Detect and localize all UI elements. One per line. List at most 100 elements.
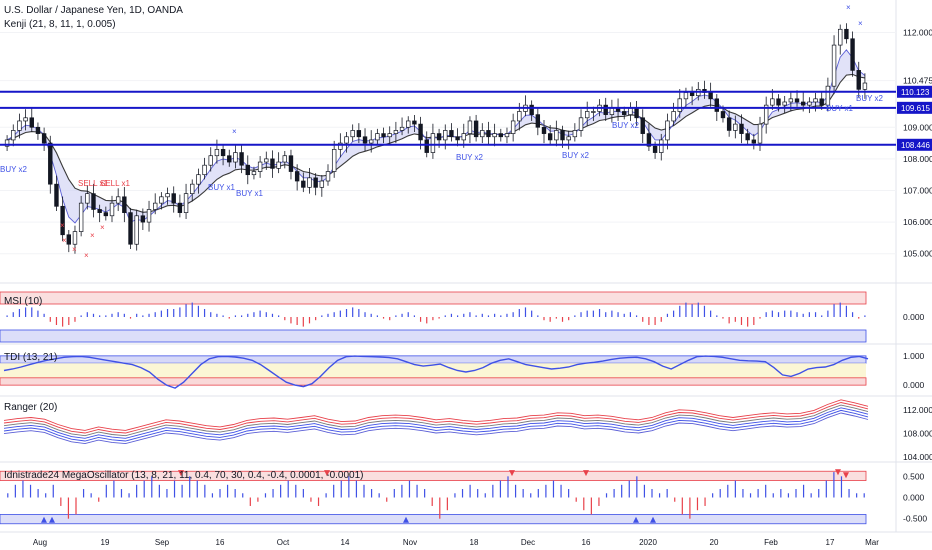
- candle-body: [356, 130, 362, 138]
- candle-body: [634, 107, 639, 119]
- x-tick-label: Aug: [33, 538, 47, 547]
- signal-label: BUY x2: [456, 153, 484, 162]
- candle-body: [48, 142, 53, 185]
- candle-body: [646, 133, 652, 147]
- candle-body: [381, 133, 386, 138]
- candle-body: [338, 142, 343, 150]
- candle-body: [683, 92, 689, 100]
- candle-body: [72, 231, 78, 245]
- candle-body: [726, 117, 732, 131]
- candle-body: [54, 183, 59, 207]
- signal-label: SELL x1: [78, 179, 108, 188]
- sell-triangle: [509, 470, 515, 477]
- candle-body: [547, 133, 553, 141]
- buy-triangle: [49, 516, 55, 523]
- candle-body: [97, 209, 102, 213]
- mega-lower-band: [0, 514, 867, 525]
- ranger-title: Ranger (20): [4, 402, 58, 413]
- x-tick-label: Dec: [521, 538, 535, 547]
- signal-cross: ×: [846, 3, 851, 12]
- y-tick-label: 0.500: [903, 471, 925, 481]
- x-tick-label: 17: [826, 538, 835, 547]
- buy-triangle: [633, 516, 639, 523]
- candle-body: [325, 171, 331, 182]
- candle-body: [776, 98, 781, 106]
- candle-body: [288, 155, 294, 172]
- candle-body: [708, 92, 713, 100]
- x-tick-label: Sep: [155, 538, 170, 547]
- candle-body: [714, 98, 720, 112]
- candle-body: [733, 123, 738, 131]
- price-tag-label: 108.446: [901, 141, 930, 150]
- y-tick-label: 109.000: [903, 122, 932, 132]
- candle-body: [41, 133, 47, 144]
- candle-body: [109, 202, 115, 217]
- x-tick-label: 16: [216, 538, 225, 547]
- candle-body: [29, 117, 34, 128]
- price-tag: [897, 101, 932, 114]
- candle-body: [443, 130, 448, 141]
- candle-body: [603, 104, 608, 115]
- candle-body: [294, 171, 300, 182]
- symbol-title: U.S. Dollar / Japanese Yen, 1D, OANDA: [4, 5, 183, 16]
- msi-upper-band: [0, 291, 867, 305]
- candle-body: [838, 28, 843, 46]
- y-tick-label: 105.000: [903, 249, 932, 259]
- candle-body: [202, 164, 207, 176]
- candle-body: [739, 123, 744, 134]
- y-tick-label: 110.475: [903, 76, 932, 86]
- candle-body: [313, 177, 318, 188]
- candle-body: [307, 177, 312, 188]
- y-tick-label: 108.000: [903, 154, 932, 164]
- candle-body: [424, 139, 429, 153]
- tdi-lower-band: [0, 377, 867, 386]
- msi-title: MSI (10): [4, 296, 43, 307]
- signal-cross: ×: [62, 236, 67, 245]
- candle-body: [677, 98, 682, 112]
- candle-body: [770, 98, 775, 106]
- candle-body: [591, 111, 596, 113]
- price-tag: [897, 138, 932, 151]
- y-tick-label: 112.000: [903, 405, 932, 415]
- candle-body: [220, 149, 226, 157]
- candle-body: [60, 205, 65, 236]
- x-tick-label: Mar: [865, 538, 879, 547]
- signal-label: SELL x1: [100, 179, 130, 188]
- candle-body: [362, 136, 368, 144]
- candle-body: [171, 193, 176, 204]
- candle-body: [264, 158, 269, 163]
- candle-body: [214, 149, 220, 157]
- candle-body: [350, 130, 355, 138]
- candle-body: [720, 111, 726, 119]
- candle-body: [227, 155, 232, 163]
- x-tick-label: 16: [582, 538, 591, 547]
- ranger-line: [3, 399, 869, 431]
- candle-body: [430, 133, 436, 153]
- candle-body: [387, 133, 392, 138]
- signal-cross: ×: [858, 19, 863, 28]
- candle-body: [368, 139, 374, 144]
- ranger-line: [3, 407, 869, 439]
- x-tick-label: 20: [710, 538, 719, 547]
- signal-cross: ×: [72, 245, 77, 254]
- sell-triangle: [178, 470, 184, 477]
- candle-body: [103, 212, 109, 217]
- signal-cross: ×: [90, 231, 95, 240]
- candle-body: [282, 155, 288, 163]
- candle-body: [862, 82, 868, 90]
- candle-body: [560, 130, 565, 141]
- candle-body: [233, 152, 238, 163]
- candle-body: [196, 174, 201, 185]
- candle-body: [819, 98, 824, 106]
- candle-body: [473, 120, 479, 138]
- candle-body: [344, 136, 349, 144]
- candle-body: [85, 193, 90, 204]
- candle-body: [486, 130, 491, 138]
- candle-body: [449, 130, 454, 138]
- candle-body: [800, 101, 806, 106]
- signal-cross: ×: [232, 127, 237, 136]
- study-title: Kenji (21, 8, 11, 1, 0.005): [4, 19, 116, 30]
- candle-body: [492, 133, 497, 138]
- price-tag-label: 110.123: [901, 88, 930, 97]
